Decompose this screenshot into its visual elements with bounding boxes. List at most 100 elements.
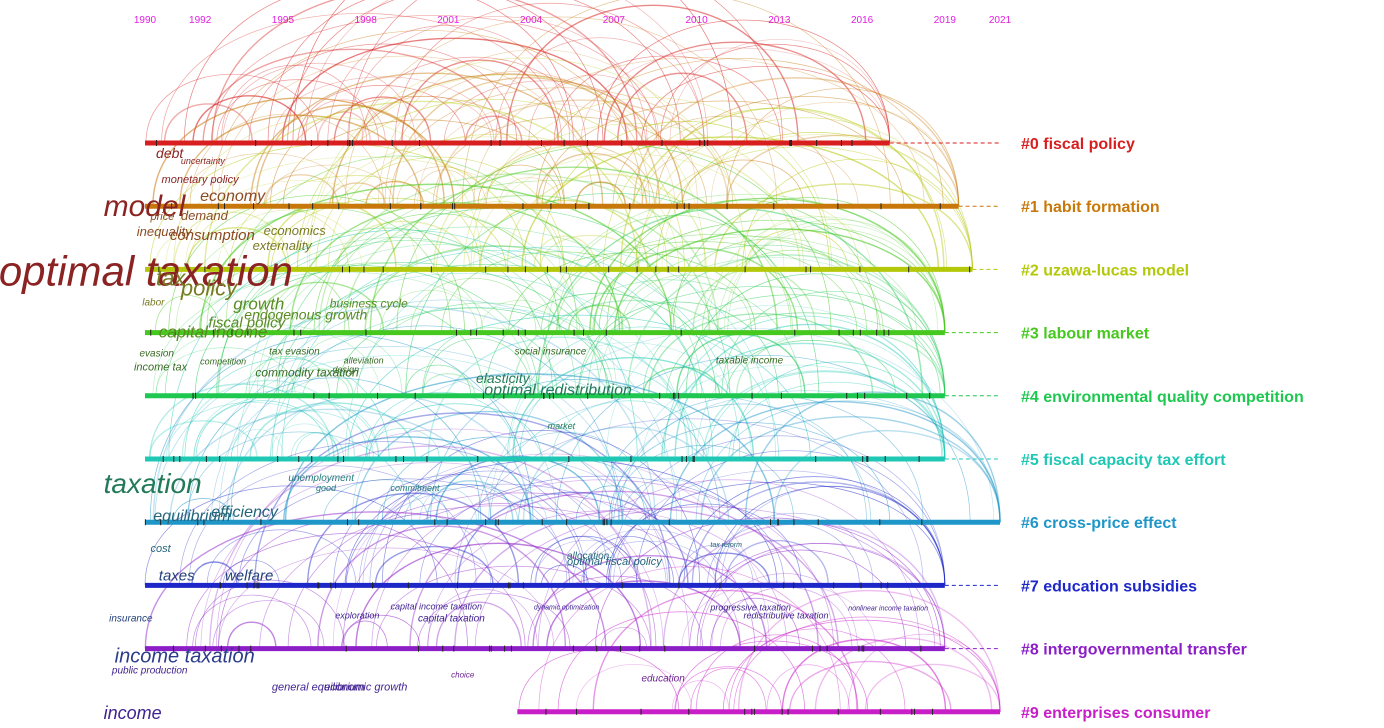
citation-arc bbox=[369, 166, 778, 333]
citation-arc bbox=[191, 561, 238, 586]
citation-arc bbox=[253, 412, 671, 586]
cluster-label-5[interactable]: #5 fiscal capacity tax effort bbox=[1021, 452, 1226, 469]
citation-arc bbox=[230, 429, 284, 460]
citation-arc bbox=[230, 410, 375, 460]
citation-arc bbox=[405, 193, 820, 396]
citation-arc bbox=[532, 555, 768, 649]
citation-arc bbox=[317, 111, 372, 144]
cluster-label-0[interactable]: #0 fiscal policy bbox=[1021, 136, 1135, 153]
citation-arc bbox=[155, 323, 381, 396]
citation-arc bbox=[506, 4, 799, 144]
citation-arc bbox=[616, 72, 748, 144]
citation-arc bbox=[265, 164, 395, 207]
keyword-label: monetary policy bbox=[162, 174, 241, 186]
citation-arc bbox=[419, 488, 477, 523]
citation-arc bbox=[696, 549, 906, 649]
cluster-label-3[interactable]: #3 labour market bbox=[1021, 326, 1150, 343]
citation-arc bbox=[389, 87, 734, 207]
cluster-label-9[interactable]: #9 enterprises consumer bbox=[1021, 705, 1210, 722]
citation-arc bbox=[351, 373, 683, 523]
citation-arc bbox=[192, 95, 307, 144]
citation-arc bbox=[230, 325, 619, 523]
cluster-label-7[interactable]: #7 education subsidies bbox=[1021, 578, 1197, 595]
cluster-label-1[interactable]: #1 habit formation bbox=[1021, 199, 1160, 216]
keyword-label: public production bbox=[111, 666, 188, 677]
citation-arc bbox=[283, 436, 532, 523]
citation-arc bbox=[613, 470, 946, 586]
citation-arc bbox=[270, 307, 690, 460]
citation-arc bbox=[721, 485, 946, 586]
keyword-label: consumption bbox=[170, 227, 255, 244]
citation-arc bbox=[294, 432, 344, 460]
citation-arc bbox=[210, 15, 658, 144]
citation-arc bbox=[154, 231, 232, 270]
citation-arc bbox=[263, 301, 484, 396]
cluster-label-6[interactable]: #6 cross-price effect bbox=[1021, 515, 1177, 532]
citation-arc bbox=[675, 640, 869, 712]
year-label-2001: 2001 bbox=[437, 15, 460, 26]
cluster-label-2[interactable]: #2 uzawa-lucas model bbox=[1021, 262, 1189, 279]
citation-arc bbox=[456, 491, 689, 586]
keyword-label: market bbox=[548, 421, 576, 431]
citation-arc bbox=[290, 432, 340, 460]
citation-arc bbox=[701, 250, 884, 333]
citation-arc bbox=[345, 245, 777, 460]
citation-arc bbox=[546, 580, 741, 649]
citation-arc bbox=[186, 431, 413, 523]
citation-arc bbox=[161, 13, 563, 144]
citation-arc bbox=[355, 542, 642, 649]
citation-arc bbox=[695, 400, 1001, 523]
citation-arc bbox=[669, 238, 868, 333]
citation-arc bbox=[173, 116, 483, 270]
citation-arc bbox=[404, 484, 519, 523]
keyword-label: economics bbox=[264, 223, 327, 238]
keyword-label: labor bbox=[142, 297, 165, 308]
citation-arc bbox=[199, 183, 673, 333]
citation-arc bbox=[152, 305, 656, 523]
citation-arc bbox=[473, 153, 785, 270]
citation-arc bbox=[539, 234, 641, 270]
year-label-2019: 2019 bbox=[934, 15, 957, 26]
citation-arc bbox=[332, 453, 770, 649]
keyword-label: capital income taxation bbox=[390, 601, 482, 611]
citation-arc bbox=[218, 227, 553, 396]
cluster-label-4[interactable]: #4 environmental quality competition bbox=[1021, 389, 1304, 406]
citation-arc bbox=[464, 115, 523, 144]
citation-arc bbox=[661, 342, 946, 460]
citation-arc bbox=[541, 564, 589, 586]
citation-arc bbox=[267, 0, 604, 144]
citation-arc bbox=[377, 493, 429, 523]
citation-arc bbox=[204, 100, 639, 270]
year-label-2004: 2004 bbox=[520, 15, 543, 26]
citation-arc bbox=[677, 552, 771, 586]
cluster-label-8[interactable]: #8 intergovernmental transfer bbox=[1021, 642, 1247, 659]
citation-arc bbox=[578, 286, 941, 396]
keyword-label: taxation bbox=[104, 468, 202, 499]
keyword-label: fiscal policy bbox=[208, 314, 286, 331]
citation-arc bbox=[557, 611, 806, 712]
citation-arc bbox=[575, 664, 693, 712]
citation-arc bbox=[539, 121, 830, 270]
citation-arc bbox=[512, 299, 753, 396]
citation-arc bbox=[603, 107, 947, 270]
citation-arc bbox=[430, 379, 721, 523]
citation-arc bbox=[535, 536, 623, 586]
citation-arc bbox=[186, 532, 526, 649]
citation-arc bbox=[606, 304, 946, 460]
citation-arc bbox=[714, 183, 974, 270]
cluster-timelines bbox=[144, 140, 1000, 715]
citation-arc bbox=[534, 539, 642, 586]
citation-arc bbox=[556, 354, 971, 523]
cluster-labels: #0 fiscal policy #1 habit formation #2 uza… bbox=[1021, 136, 1304, 722]
keyword-label: commodity taxation bbox=[255, 366, 359, 380]
keyword-label: model bbox=[104, 190, 187, 223]
citation-arc bbox=[186, 227, 288, 270]
year-label-2013: 2013 bbox=[768, 15, 791, 26]
citation-arc bbox=[641, 66, 891, 144]
citation-arc bbox=[301, 99, 386, 144]
citation-arc bbox=[435, 601, 522, 649]
citation-arc bbox=[256, 244, 618, 396]
keyword-label: design bbox=[333, 365, 360, 375]
keyword-label: optimal taxation bbox=[0, 247, 293, 294]
